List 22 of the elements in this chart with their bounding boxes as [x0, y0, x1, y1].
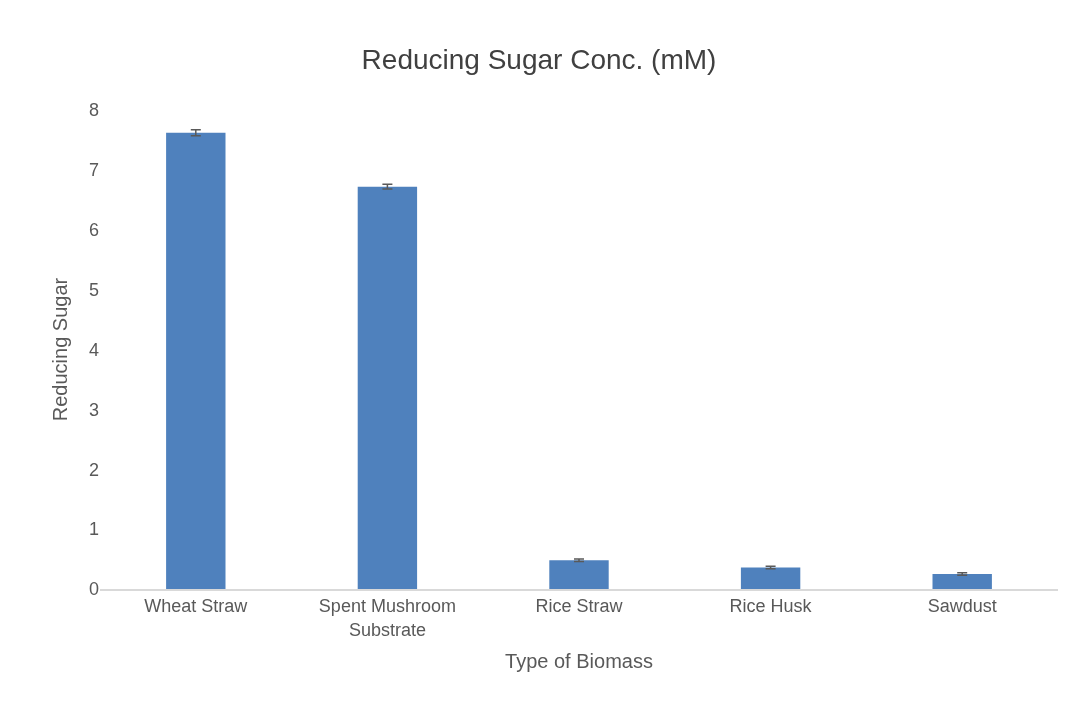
bar: [932, 574, 992, 589]
y-tick-label: 0: [88, 579, 99, 600]
y-tick-label: 5: [88, 279, 99, 300]
y-tick-label: 4: [88, 339, 99, 360]
x-tick-label: Spent Mushroom Substrate: [318, 596, 456, 640]
y-tick-label: 7: [88, 160, 99, 181]
bar: [357, 186, 418, 589]
x-tick-label: Rice Straw: [535, 596, 624, 617]
y-tick-label: 8: [88, 100, 99, 121]
x-tick-label: Wheat Straw: [144, 596, 249, 617]
y-tick-label: 3: [88, 399, 99, 420]
bar: [740, 567, 801, 589]
chart-title: Reducing Sugar Conc. (mM): [361, 44, 717, 76]
y-tick-label: 1: [88, 519, 99, 540]
x-tick-label: Rice Husk: [729, 596, 813, 617]
y-axis-title: Reducing Sugar: [49, 277, 72, 422]
bar: [549, 560, 609, 589]
bar: [166, 132, 226, 589]
y-tick-label: 6: [88, 220, 99, 241]
x-tick-label: Sawdust: [927, 596, 997, 617]
x-axis-title: Type of Biomass: [505, 649, 653, 672]
y-tick-label: 2: [88, 459, 99, 480]
